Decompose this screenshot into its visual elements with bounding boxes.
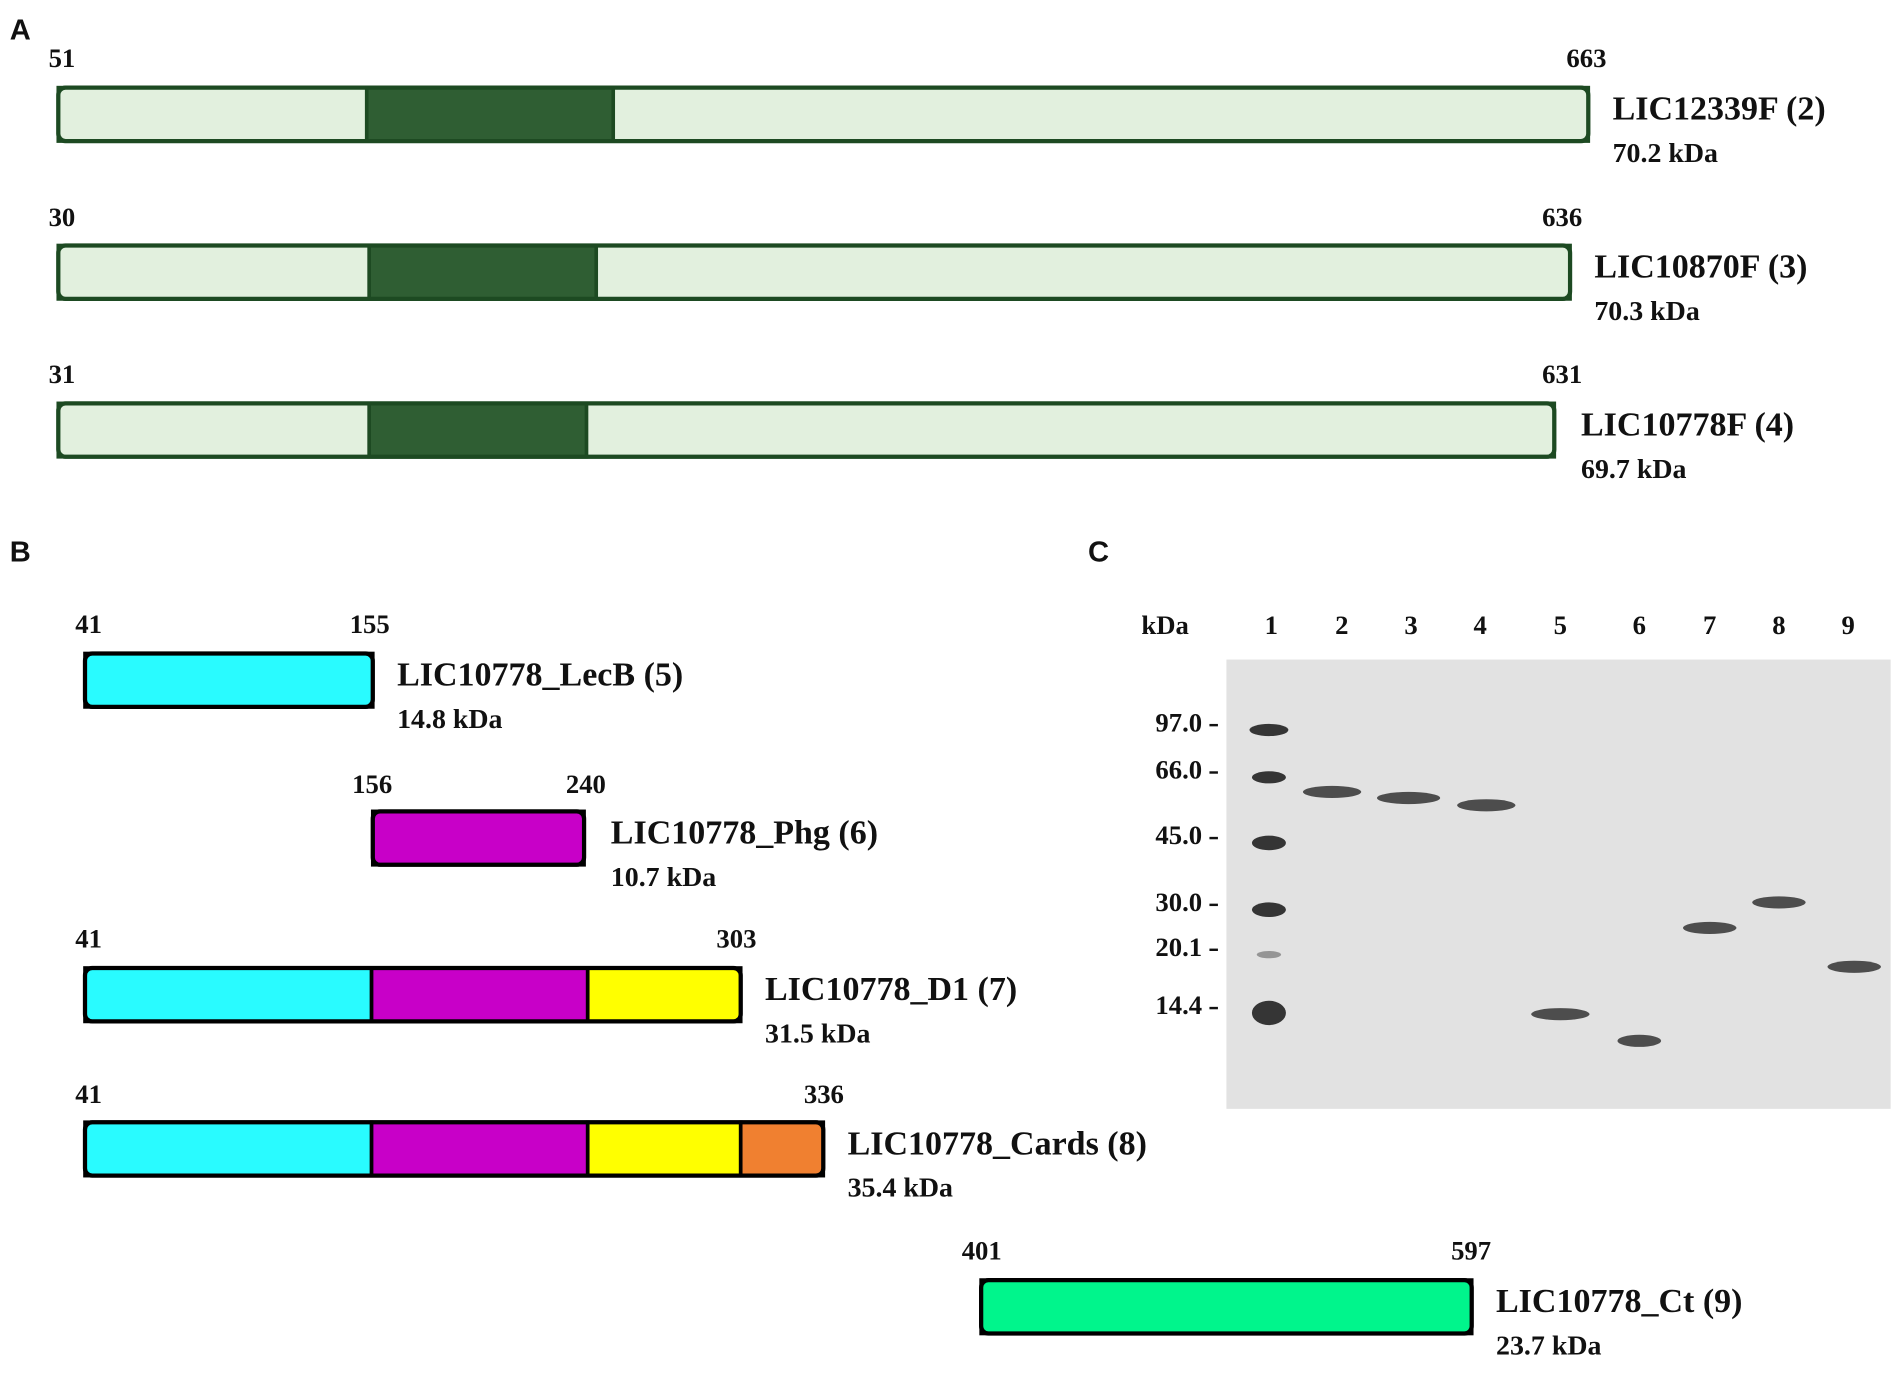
lane-number: 6 (1633, 610, 1646, 640)
end-residue: 597 (1451, 1235, 1491, 1265)
domain-segment (56, 243, 1572, 301)
domain-segment (56, 85, 1591, 143)
ladder-band (1251, 1000, 1286, 1026)
domain-segment (370, 809, 586, 867)
lane-number: 3 (1404, 610, 1417, 640)
domain-segment (585, 1120, 743, 1178)
domain-segment (364, 85, 616, 143)
start-residue: 31 (49, 359, 76, 389)
construct-outline (82, 651, 375, 710)
end-residue: 240 (566, 769, 606, 799)
construct-name: LIC10778F (4) (1581, 406, 1794, 443)
start-residue: 30 (49, 202, 76, 232)
ladder-band (1251, 835, 1286, 851)
protein-band (1683, 921, 1737, 934)
end-residue: 663 (1566, 43, 1606, 73)
construct-mass: 10.7 kDa (611, 862, 716, 893)
lane-number: 8 (1772, 610, 1785, 640)
gel-background (1226, 659, 1891, 1109)
start-residue: 41 (75, 1079, 102, 1109)
construct-outline (56, 85, 1591, 144)
construct-name: LIC10778_LecB (5) (397, 657, 683, 694)
construct-outline (56, 401, 1557, 459)
construct-mass: 14.8 kDa (397, 704, 502, 735)
marker-label: 30.0 (1155, 887, 1202, 917)
construct-name: LIC10778_Cards (8) (848, 1125, 1147, 1162)
construct-mass: 35.4 kDa (848, 1173, 953, 1204)
construct-outline (82, 1120, 826, 1178)
start-residue: 156 (352, 769, 392, 799)
lane-number: 2 (1335, 610, 1348, 640)
construct-mass: 70.2 kDa (1613, 138, 1718, 169)
end-residue: 631 (1542, 359, 1582, 389)
protein-band (1827, 960, 1881, 973)
ladder-band (1251, 771, 1286, 784)
protein-band (1617, 1034, 1662, 1047)
lane-number: 7 (1703, 610, 1716, 640)
end-residue: 303 (716, 923, 756, 953)
construct-outline (370, 809, 587, 867)
panel-label: B (10, 537, 31, 569)
domain-segment (56, 401, 1557, 459)
protein-band (1302, 785, 1362, 798)
end-residue: 336 (804, 1079, 844, 1109)
start-residue: 401 (962, 1235, 1002, 1265)
protein-band (1752, 896, 1806, 909)
domain-segment (585, 966, 743, 1024)
lane-number: 1 (1265, 610, 1278, 640)
marker-label: 97.0 (1155, 707, 1202, 737)
domain-segment (738, 1120, 826, 1178)
ladder-band (1251, 902, 1286, 917)
panel-label: C (1088, 537, 1109, 569)
domain-segment (369, 966, 590, 1024)
marker-label: 14.4 (1155, 990, 1202, 1020)
lane-number: 4 (1474, 610, 1487, 640)
lane-number: 9 (1841, 610, 1854, 640)
domain-segment (369, 1120, 590, 1178)
construct-outline (979, 1277, 1474, 1336)
panel-label: A (10, 14, 31, 46)
construct-outline (82, 965, 743, 1024)
protein-band (1457, 799, 1516, 812)
construct-name: LIC10778_Ct (9) (1496, 1283, 1742, 1320)
domain-segment (367, 401, 589, 459)
start-residue: 41 (75, 923, 102, 953)
construct-mass: 70.3 kDa (1594, 296, 1699, 327)
domain-segment (83, 651, 375, 709)
construct-mass: 23.7 kDa (1496, 1330, 1601, 1361)
start-residue: 51 (49, 43, 76, 73)
lane-number: 5 (1554, 610, 1567, 640)
protein-band (1377, 791, 1441, 805)
marker-label: 45.0 (1155, 820, 1202, 850)
construct-name: LIC10778_Phg (6) (611, 814, 878, 851)
construct-name: LIC10870F (3) (1594, 249, 1807, 286)
domain-segment (83, 966, 374, 1024)
construct-outline (56, 243, 1573, 302)
gel-image (1226, 659, 1891, 1109)
start-residue: 41 (75, 609, 102, 639)
domain-segment (367, 243, 599, 301)
domain-segment (979, 1278, 1474, 1336)
domain-segment (83, 1120, 374, 1178)
marker-label: 20.1 (1155, 932, 1202, 962)
construct-mass: 69.7 kDa (1581, 454, 1686, 485)
end-residue: 636 (1542, 202, 1582, 232)
unit-label: kDa (1141, 610, 1189, 640)
ladder-band (1249, 723, 1289, 737)
construct-name: LIC12339F (2) (1613, 91, 1826, 128)
marker-label: 66.0 (1155, 755, 1202, 785)
ladder-band (1256, 951, 1282, 959)
end-residue: 155 (350, 609, 390, 639)
construct-mass: 31.5 kDa (765, 1018, 870, 1049)
protein-band (1531, 1008, 1590, 1021)
construct-name: LIC10778_D1 (7) (765, 971, 1017, 1008)
